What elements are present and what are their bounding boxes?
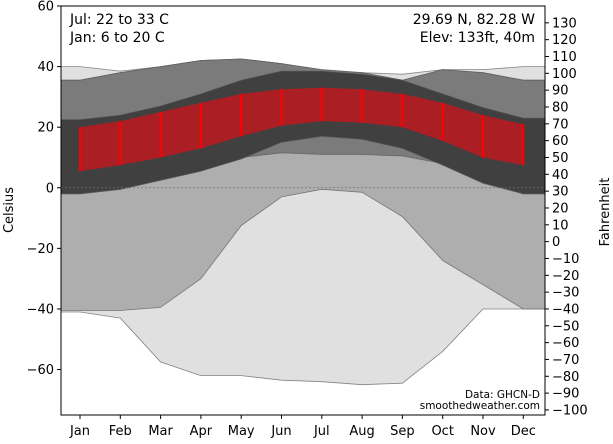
- x-tick-label-aug: Aug: [349, 424, 374, 439]
- y-tick-label-fahrenheit: −40: [552, 302, 579, 317]
- info-elevation: Elev: 133ft, 40m: [420, 30, 535, 46]
- y-tick-label-fahrenheit: −20: [552, 269, 579, 284]
- y-tick-label-fahrenheit: 120: [552, 33, 577, 48]
- y-tick-label-fahrenheit: −30: [552, 286, 579, 301]
- right-axis: −100−90−80−70−60−50−40−30−20−10010203040…: [545, 16, 588, 418]
- y-tick-label-fahrenheit: 110: [552, 50, 577, 65]
- y-tick-label-celsius: 40: [37, 60, 54, 75]
- x-tick-label-jan: Jan: [69, 424, 90, 439]
- y-tick-label-celsius: 60: [37, 0, 54, 15]
- y-tick-label-fahrenheit: 30: [552, 185, 569, 200]
- y-tick-label-fahrenheit: 40: [552, 168, 569, 183]
- bar-layer: [79, 87, 525, 172]
- y-tick-label-celsius: −40: [27, 302, 54, 317]
- y-tick-label-celsius: −60: [27, 363, 54, 378]
- y-tick-label-fahrenheit: 10: [552, 218, 569, 233]
- y-tick-label-fahrenheit: 90: [552, 84, 569, 99]
- y-tick-label-fahrenheit: −100: [552, 403, 588, 418]
- info-jan-range: Jan: 6 to 20 C: [69, 30, 165, 46]
- left-axis: −60 −40 −20 0 20 40 60: [27, 0, 61, 378]
- y-tick-label-celsius: 20: [37, 121, 54, 136]
- y-tick-label-fahrenheit: −70: [552, 353, 579, 368]
- y-tick-label-fahrenheit: 20: [552, 201, 569, 216]
- x-tick-label-nov: Nov: [470, 424, 496, 439]
- info-jul-range: Jul: 22 to 33 C: [69, 12, 169, 28]
- plot-frame: [60, 5, 546, 416]
- x-tick-label-mar: Mar: [148, 424, 173, 439]
- y-axis-title-fahrenheit: Fahrenheit: [598, 178, 613, 247]
- band-daily-range-mean: [80, 87, 524, 172]
- y-tick-label-fahrenheit: 0: [552, 235, 560, 250]
- y-tick-label-fahrenheit: 60: [552, 134, 569, 149]
- x-tick-label-dec: Dec: [511, 424, 536, 439]
- credit-source: Data: GHCN-D: [465, 389, 540, 401]
- x-tick-label-may: May: [228, 424, 255, 439]
- y-tick-label-fahrenheit: −80: [552, 370, 579, 385]
- band-layer: [60, 58, 546, 386]
- x-axis: Jan Feb Mar Apr May Jun Jul Aug Sep Oct Nov Dec: [69, 415, 536, 439]
- x-tick-label-jun: Jun: [270, 424, 291, 439]
- y-tick-label-fahrenheit: 100: [552, 67, 577, 82]
- info-coordinates: 29.69 N, 82.28 W: [413, 12, 535, 28]
- y-tick-label-fahrenheit: −90: [552, 387, 579, 402]
- x-tick-label-jul: Jul: [313, 424, 330, 439]
- y-tick-label-fahrenheit: 50: [552, 151, 569, 166]
- y-tick-label-fahrenheit: 70: [552, 117, 569, 132]
- y-axis-title-celsius: Celsius: [2, 187, 17, 233]
- y-tick-label-celsius: −20: [27, 242, 54, 257]
- x-tick-label-sep: Sep: [390, 424, 415, 439]
- y-tick-label-fahrenheit: −10: [552, 252, 579, 267]
- y-tick-label-celsius: 0: [46, 181, 54, 196]
- x-tick-label-feb: Feb: [109, 424, 132, 439]
- y-tick-label-fahrenheit: 80: [552, 100, 569, 115]
- y-tick-label-fahrenheit: −50: [552, 319, 579, 334]
- y-tick-label-fahrenheit: −60: [552, 336, 579, 351]
- x-tick-label-apr: Apr: [190, 424, 213, 439]
- x-tick-label-oct: Oct: [431, 424, 453, 439]
- credit-site: smoothedweather.com: [420, 400, 540, 412]
- y-tick-label-fahrenheit: 130: [552, 16, 577, 31]
